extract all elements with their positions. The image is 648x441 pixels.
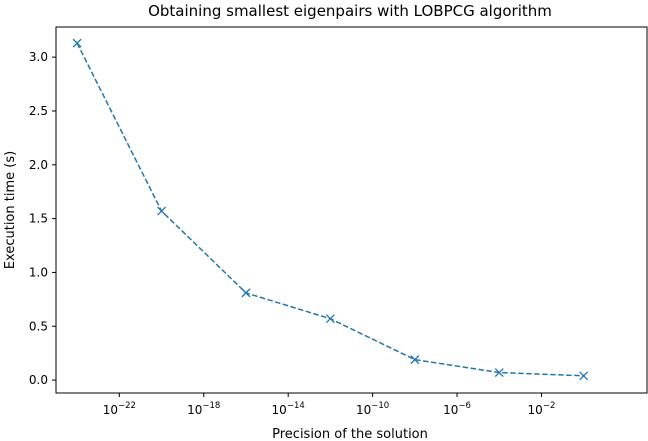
y-tick-label: 1.5 (29, 212, 48, 226)
x-tick-base: 10 (528, 403, 543, 417)
x-tick-exponent: −18 (202, 401, 220, 411)
x-axis-ticks: 10−22 10−18 10−14 10−10 10−6 10−2 (103, 393, 556, 417)
y-tick-label: 2.0 (29, 158, 48, 172)
data-point-marker (579, 371, 589, 381)
y-tick-label: 3.0 (29, 50, 48, 64)
plot-frame (55, 26, 648, 394)
x-tick-base: 10 (356, 403, 371, 417)
y-tick-label: 1.0 (29, 265, 48, 279)
x-tick-label: 10−18 (187, 401, 220, 417)
x-tick-label: 10−2 (528, 401, 556, 417)
x-tick-label: 10−10 (356, 401, 389, 417)
chart-title: Obtaining smallest eigenpairs with LOBPC… (148, 2, 552, 20)
x-tick-base: 10 (272, 403, 287, 417)
x-tick-exponent: −2 (543, 401, 556, 411)
data-point-marker (72, 38, 82, 48)
y-tick-label: 2.5 (29, 104, 48, 118)
y-axis-ticks: 0.0 0.5 1.0 1.5 2.0 2.5 3.0 (29, 50, 56, 387)
data-point-marker (241, 288, 251, 298)
data-point-marker (157, 206, 166, 216)
y-axis-label: Execution time (s) (3, 151, 18, 269)
x-tick-exponent: −14 (287, 401, 305, 411)
x-axis-label: Precision of the solution (272, 427, 428, 441)
x-tick-label: 10−6 (443, 401, 471, 417)
series-layer (72, 38, 589, 381)
x-tick-exponent: −22 (118, 401, 136, 411)
y-tick-label: 0.0 (29, 373, 48, 387)
y-tick-label: 0.5 (29, 319, 48, 333)
x-tick-exponent: −6 (458, 401, 471, 411)
x-tick-base: 10 (103, 403, 118, 417)
x-tick-exponent: −10 (371, 401, 389, 411)
x-tick-label: 10−14 (272, 401, 305, 417)
x-tick-base: 10 (443, 403, 458, 417)
data-point-marker (325, 314, 335, 324)
x-tick-label: 10−22 (103, 401, 136, 417)
data-point-marker (494, 368, 504, 378)
data-point-marker (410, 355, 420, 365)
x-tick-base: 10 (187, 403, 202, 417)
